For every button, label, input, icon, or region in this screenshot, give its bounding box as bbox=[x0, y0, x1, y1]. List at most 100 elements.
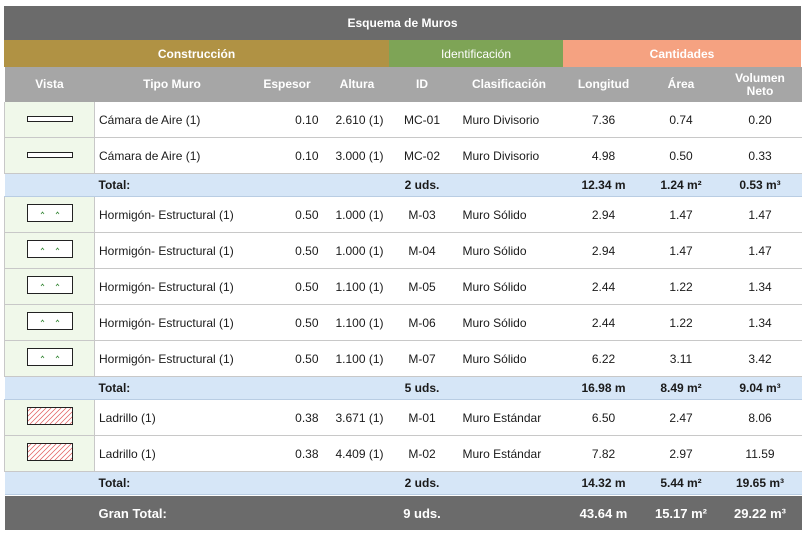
grand-total-label: Gran Total: bbox=[94, 496, 250, 530]
espesor-cell: 0.38 bbox=[249, 399, 325, 436]
volumen-cell: 1.47 bbox=[718, 232, 802, 269]
header-id[interactable]: ID bbox=[389, 67, 455, 102]
espesor-cell: 0.38 bbox=[249, 435, 325, 472]
concrete-pattern-swatch-icon bbox=[26, 348, 73, 366]
table-row[interactable]: Hormigón- Estructural (1) 0.50 1.000 (1) M-… bbox=[4, 196, 802, 233]
grand-total-volumen: 29.22 m³ bbox=[718, 496, 802, 530]
table-row[interactable]: Ladrillo (1) 0.38 3.671 (1) M-01 Muro Estánd… bbox=[4, 399, 802, 436]
tipo-muro-cell: Ladrillo (1) bbox=[94, 435, 250, 472]
subtotal-label: Total: bbox=[94, 173, 250, 197]
clasificacion-cell: Muro Estándar bbox=[454, 399, 564, 436]
volumen-cell: 0.20 bbox=[718, 102, 802, 138]
grand-total-row: Gran Total: 9 uds. 43.64 m 15.17 m² 29.22 m³ bbox=[4, 496, 802, 530]
header-vista[interactable]: Vista bbox=[4, 67, 95, 102]
vista-cell bbox=[4, 304, 95, 341]
tipo-muro-cell: Cámara de Aire (1) bbox=[94, 137, 250, 174]
tipo-muro-cell: Ladrillo (1) bbox=[94, 399, 250, 436]
area-cell: 0.74 bbox=[643, 102, 719, 138]
grand-total-empty bbox=[249, 496, 390, 530]
subtotal-empty bbox=[454, 173, 564, 197]
spacer-cell bbox=[4, 494, 802, 496]
subtotal-spacer bbox=[4, 471, 95, 495]
espesor-cell: 0.50 bbox=[249, 340, 325, 377]
subtotal-volumen: 19.65 m³ bbox=[718, 471, 802, 495]
altura-cell: 1.000 (1) bbox=[324, 196, 390, 233]
clasificacion-cell: Muro Sólido bbox=[454, 304, 564, 341]
vista-cell bbox=[4, 102, 95, 138]
id-cell: M-03 bbox=[389, 196, 455, 233]
altura-cell: 1.000 (1) bbox=[324, 232, 390, 269]
header-altura[interactable]: Altura bbox=[324, 67, 390, 102]
id-cell: M-02 bbox=[389, 435, 455, 472]
header-tipo[interactable]: Tipo Muro bbox=[94, 67, 250, 102]
longitud-cell: 7.82 bbox=[563, 435, 644, 472]
altura-cell: 2.610 (1) bbox=[324, 102, 390, 138]
subtotal-row: Total: 2 uds. 14.32 m 5.44 m² 19.65 m³ bbox=[4, 471, 802, 495]
subtotal-empty bbox=[249, 173, 390, 197]
volumen-cell: 1.47 bbox=[718, 196, 802, 233]
header-volumen[interactable]: Volumen Neto bbox=[718, 67, 802, 102]
area-cell: 0.50 bbox=[643, 137, 719, 174]
header-espesor[interactable]: Espesor bbox=[249, 67, 325, 102]
tipo-muro-cell: Cámara de Aire (1) bbox=[94, 102, 250, 138]
concrete-pattern-swatch-icon bbox=[26, 276, 73, 294]
espesor-cell: 0.50 bbox=[249, 268, 325, 305]
id-cell: M-04 bbox=[389, 232, 455, 269]
subtotal-count: 2 uds. bbox=[389, 471, 455, 495]
subtotal-area: 1.24 m² bbox=[643, 173, 719, 197]
concrete-pattern-swatch-icon bbox=[26, 204, 73, 222]
espesor-cell: 0.50 bbox=[249, 196, 325, 233]
clasificacion-cell: Muro Estándar bbox=[454, 435, 564, 472]
table-row[interactable]: Hormigón- Estructural (1) 0.50 1.100 (1) M-… bbox=[4, 304, 802, 341]
brick-hatch-swatch-icon bbox=[8, 442, 87, 462]
subtotal-empty bbox=[454, 471, 564, 495]
column-groups: Construcción Identificación Cantidades bbox=[4, 40, 801, 67]
tipo-muro-cell: Hormigón- Estructural (1) bbox=[94, 340, 250, 377]
area-cell: 1.22 bbox=[643, 304, 719, 341]
clasificacion-cell: Muro Sólido bbox=[454, 196, 564, 233]
longitud-cell: 7.36 bbox=[563, 102, 644, 138]
clasificacion-cell: Muro Sólido bbox=[454, 268, 564, 305]
id-cell: M-01 bbox=[389, 399, 455, 436]
schedule-table: Vista Tipo Muro Espesor Altura ID Clasif… bbox=[4, 67, 802, 530]
table-row[interactable]: Cámara de Aire (1) 0.10 2.610 (1) MC-01 Muro… bbox=[4, 102, 802, 138]
espesor-cell: 0.50 bbox=[249, 304, 325, 341]
area-cell: 3.11 bbox=[643, 340, 719, 377]
espesor-cell: 0.10 bbox=[249, 102, 325, 138]
volumen-cell: 1.34 bbox=[718, 268, 802, 305]
table-row[interactable]: Hormigón- Estructural (1) 0.50 1.000 (1) M-… bbox=[4, 232, 802, 269]
grand-total-spacer bbox=[4, 496, 95, 530]
tipo-muro-cell: Hormigón- Estructural (1) bbox=[94, 232, 250, 269]
longitud-cell: 4.98 bbox=[563, 137, 644, 174]
header-area[interactable]: Área bbox=[643, 67, 719, 102]
wall-schedule: Esquema de Muros Construcción Identifica… bbox=[4, 6, 802, 530]
id-cell: M-05 bbox=[389, 268, 455, 305]
subtotal-longitud: 12.34 m bbox=[563, 173, 644, 197]
subtotal-empty bbox=[249, 471, 390, 495]
grand-total-longitud: 43.64 m bbox=[563, 496, 644, 530]
subtotal-empty bbox=[249, 376, 390, 400]
longitud-cell: 2.44 bbox=[563, 304, 644, 341]
subtotal-count: 2 uds. bbox=[389, 173, 455, 197]
subtotal-area: 8.49 m² bbox=[643, 376, 719, 400]
grand-total-empty bbox=[454, 496, 564, 530]
longitud-cell: 6.50 bbox=[563, 399, 644, 436]
subtotal-label: Total: bbox=[94, 376, 250, 400]
altura-cell: 3.671 (1) bbox=[324, 399, 390, 436]
volumen-cell: 1.34 bbox=[718, 304, 802, 341]
header-clasificacion[interactable]: Clasificación bbox=[454, 67, 564, 102]
table-row[interactable]: Hormigón- Estructural (1) 0.50 1.100 (1) M-… bbox=[4, 340, 802, 377]
subtotal-volumen: 0.53 m³ bbox=[718, 173, 802, 197]
header-longitud[interactable]: Longitud bbox=[563, 67, 644, 102]
table-row[interactable]: Hormigón- Estructural (1) 0.50 1.100 (1) M-… bbox=[4, 268, 802, 305]
subtotal-row: Total: 2 uds. 12.34 m 1.24 m² 0.53 m³ bbox=[4, 173, 802, 197]
group-construccion: Construcción bbox=[4, 40, 389, 67]
espesor-cell: 0.50 bbox=[249, 232, 325, 269]
vista-cell bbox=[4, 399, 95, 436]
group-identificacion: Identificación bbox=[389, 40, 563, 67]
thin-line-swatch-icon bbox=[26, 115, 73, 122]
altura-cell: 1.100 (1) bbox=[324, 340, 390, 377]
concrete-pattern-swatch-icon bbox=[26, 240, 73, 258]
table-row[interactable]: Ladrillo (1) 0.38 4.409 (1) M-02 Muro Estánd… bbox=[4, 435, 802, 472]
table-row[interactable]: Cámara de Aire (1) 0.10 3.000 (1) MC-02 Muro… bbox=[4, 137, 802, 174]
